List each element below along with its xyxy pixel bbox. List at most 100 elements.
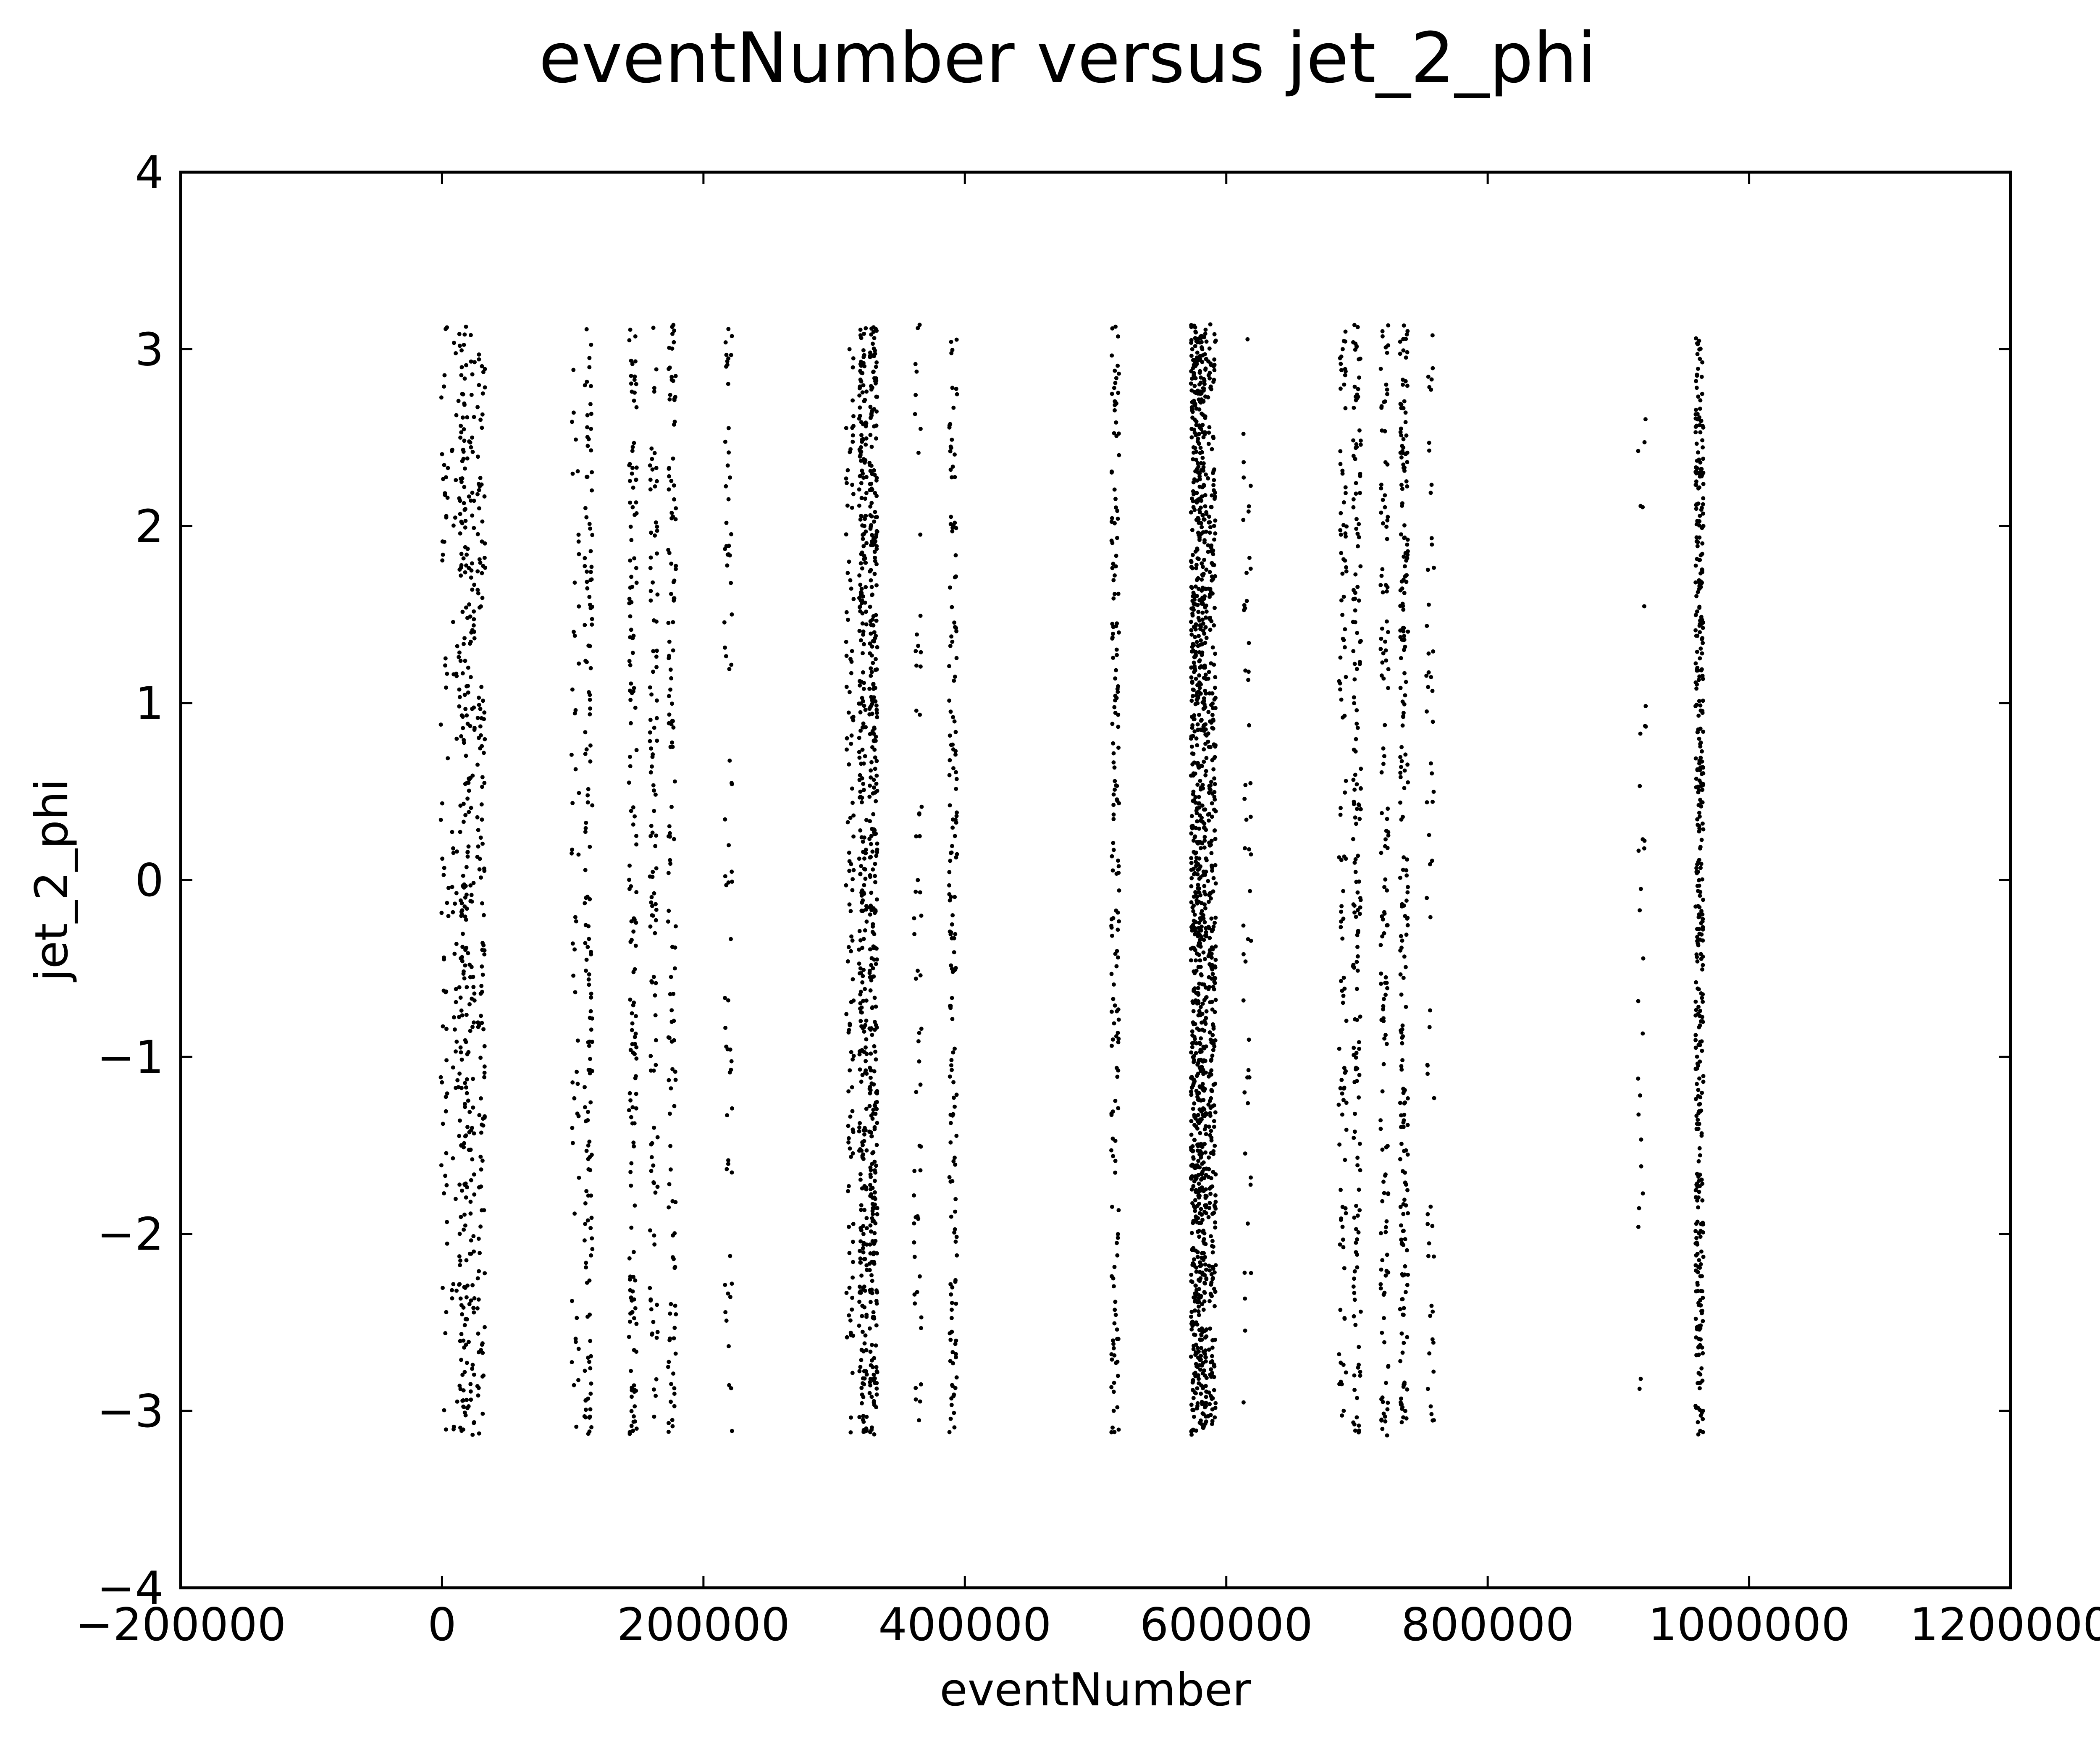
data-point bbox=[916, 878, 920, 882]
data-point bbox=[1211, 767, 1215, 772]
data-point bbox=[1191, 499, 1195, 503]
data-point bbox=[655, 1336, 659, 1340]
data-point bbox=[1402, 976, 1406, 980]
data-point bbox=[1427, 833, 1431, 837]
data-point bbox=[1116, 1208, 1121, 1212]
data-point bbox=[870, 1006, 874, 1010]
data-point bbox=[1642, 846, 1646, 851]
data-point bbox=[669, 562, 673, 566]
data-point bbox=[462, 820, 466, 824]
data-point bbox=[1189, 633, 1194, 637]
data-point bbox=[847, 1136, 851, 1140]
data-point bbox=[1344, 1371, 1348, 1375]
data-point bbox=[673, 780, 677, 784]
data-point bbox=[912, 1221, 916, 1226]
data-point bbox=[630, 362, 635, 366]
data-point bbox=[1113, 592, 1117, 596]
data-point bbox=[857, 629, 861, 633]
data-point bbox=[870, 1151, 874, 1156]
data-point bbox=[1402, 399, 1407, 403]
data-point bbox=[1696, 1174, 1701, 1179]
data-point bbox=[654, 981, 658, 985]
data-point bbox=[954, 1355, 958, 1359]
data-point bbox=[629, 1115, 633, 1119]
data-point bbox=[570, 1126, 574, 1130]
data-point bbox=[1699, 932, 1704, 937]
data-point bbox=[1357, 522, 1361, 526]
data-point bbox=[635, 405, 639, 410]
data-point bbox=[1357, 599, 1361, 603]
data-point bbox=[1359, 443, 1363, 447]
data-point bbox=[1200, 1117, 1204, 1122]
data-point bbox=[1205, 1009, 1209, 1014]
data-point bbox=[1194, 809, 1199, 813]
data-point bbox=[872, 1231, 877, 1235]
data-point bbox=[589, 1425, 593, 1429]
data-point bbox=[651, 649, 655, 653]
data-point bbox=[590, 803, 594, 807]
data-point bbox=[861, 1232, 866, 1236]
data-point bbox=[1201, 786, 1205, 791]
data-point bbox=[1399, 934, 1403, 938]
data-point bbox=[586, 1110, 590, 1114]
data-point bbox=[1403, 1237, 1407, 1241]
data-point bbox=[1339, 1188, 1343, 1192]
data-point bbox=[575, 1111, 580, 1116]
data-point bbox=[1209, 1058, 1213, 1062]
data-point bbox=[1402, 954, 1407, 959]
data-point bbox=[476, 1025, 480, 1029]
data-point bbox=[870, 1162, 874, 1166]
data-point bbox=[467, 844, 471, 848]
data-point bbox=[632, 1414, 636, 1418]
data-point bbox=[1114, 376, 1118, 380]
data-point bbox=[1190, 1320, 1194, 1324]
data-point bbox=[459, 1086, 464, 1090]
data-point bbox=[1701, 1255, 1706, 1259]
data-point bbox=[669, 805, 674, 809]
data-point bbox=[875, 1025, 879, 1030]
data-point bbox=[1208, 1192, 1213, 1196]
data-point bbox=[655, 592, 659, 596]
data-point bbox=[1198, 864, 1202, 869]
data-point bbox=[847, 869, 851, 873]
data-point bbox=[470, 588, 474, 592]
data-point bbox=[464, 363, 468, 367]
data-point bbox=[1191, 1184, 1195, 1188]
data-point bbox=[650, 1155, 654, 1159]
data-point bbox=[574, 1425, 578, 1429]
data-point bbox=[1112, 1409, 1116, 1413]
data-point bbox=[463, 1134, 467, 1138]
data-point bbox=[848, 1286, 852, 1290]
data-point bbox=[1403, 1171, 1407, 1175]
data-point bbox=[725, 1113, 729, 1117]
data-point bbox=[588, 606, 593, 610]
data-point bbox=[1694, 980, 1698, 985]
data-point bbox=[1385, 1042, 1389, 1046]
data-point bbox=[1428, 1205, 1433, 1209]
data-point bbox=[914, 664, 919, 668]
data-point bbox=[870, 1291, 874, 1295]
data-point bbox=[1639, 1137, 1643, 1142]
data-point bbox=[656, 1185, 660, 1189]
data-point bbox=[1207, 425, 1211, 429]
data-point bbox=[1210, 1265, 1214, 1269]
data-point bbox=[1405, 350, 1410, 355]
data-point bbox=[873, 1168, 877, 1172]
data-point bbox=[857, 1324, 861, 1328]
data-point bbox=[953, 1342, 958, 1346]
data-point bbox=[439, 1163, 444, 1167]
data-point bbox=[575, 1316, 579, 1320]
data-point bbox=[1197, 1313, 1201, 1317]
data-point bbox=[1404, 965, 1408, 969]
data-point bbox=[632, 634, 636, 638]
data-point bbox=[1200, 1272, 1205, 1276]
data-point bbox=[861, 390, 865, 394]
data-point bbox=[1698, 656, 1702, 660]
data-point bbox=[483, 948, 487, 953]
data-point bbox=[1405, 762, 1410, 767]
data-point bbox=[873, 510, 877, 514]
data-point bbox=[667, 474, 671, 478]
data-point bbox=[858, 1121, 862, 1125]
data-point bbox=[869, 1300, 873, 1304]
data-point bbox=[1344, 1211, 1348, 1215]
